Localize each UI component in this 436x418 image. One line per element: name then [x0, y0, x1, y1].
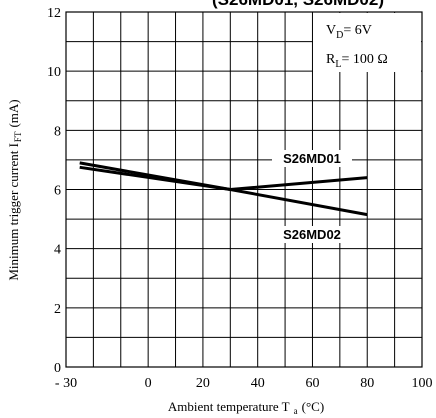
- conditions-box: VD= 6V RL= 100 Ω: [313, 13, 421, 72]
- x-tick-label: 20: [196, 376, 210, 391]
- y-tick-label: 10: [47, 65, 61, 80]
- x-tick-label: 0: [145, 376, 152, 391]
- y-tick-label: 8: [54, 124, 61, 139]
- series-label-s26md01: S26MD01: [283, 151, 341, 166]
- x-tick-label: 80: [360, 376, 374, 391]
- condition-rl: RL= 100 Ω: [326, 52, 388, 70]
- x-tick-label: 60: [305, 376, 319, 391]
- y-tick-label: 12: [47, 6, 61, 21]
- y-tick-label: 2: [54, 302, 61, 317]
- x-tick-label: - 30: [55, 376, 77, 391]
- series-label-s26md02-box: S26MD02: [272, 226, 352, 243]
- y-tick-label: 4: [54, 243, 61, 258]
- series-label-s26md02: S26MD02: [283, 227, 341, 242]
- chart-title: (S26MD01, S26MD02): [212, 0, 384, 9]
- y-axis-label: Minimum trigger current IFT(mA): [6, 99, 23, 280]
- condition-vd: VD= 6V: [326, 23, 372, 41]
- series-label-s26md01-box: S26MD01: [272, 150, 352, 167]
- plot-border: [65, 11, 423, 368]
- y-tick-label: 6: [54, 184, 61, 199]
- x-tick-label: 40: [251, 376, 265, 391]
- series-lines: [79, 161, 368, 217]
- y-tick-label: 0: [54, 361, 61, 376]
- series-line-s26md02: [79, 165, 368, 217]
- x-tick-label: 100: [412, 376, 433, 391]
